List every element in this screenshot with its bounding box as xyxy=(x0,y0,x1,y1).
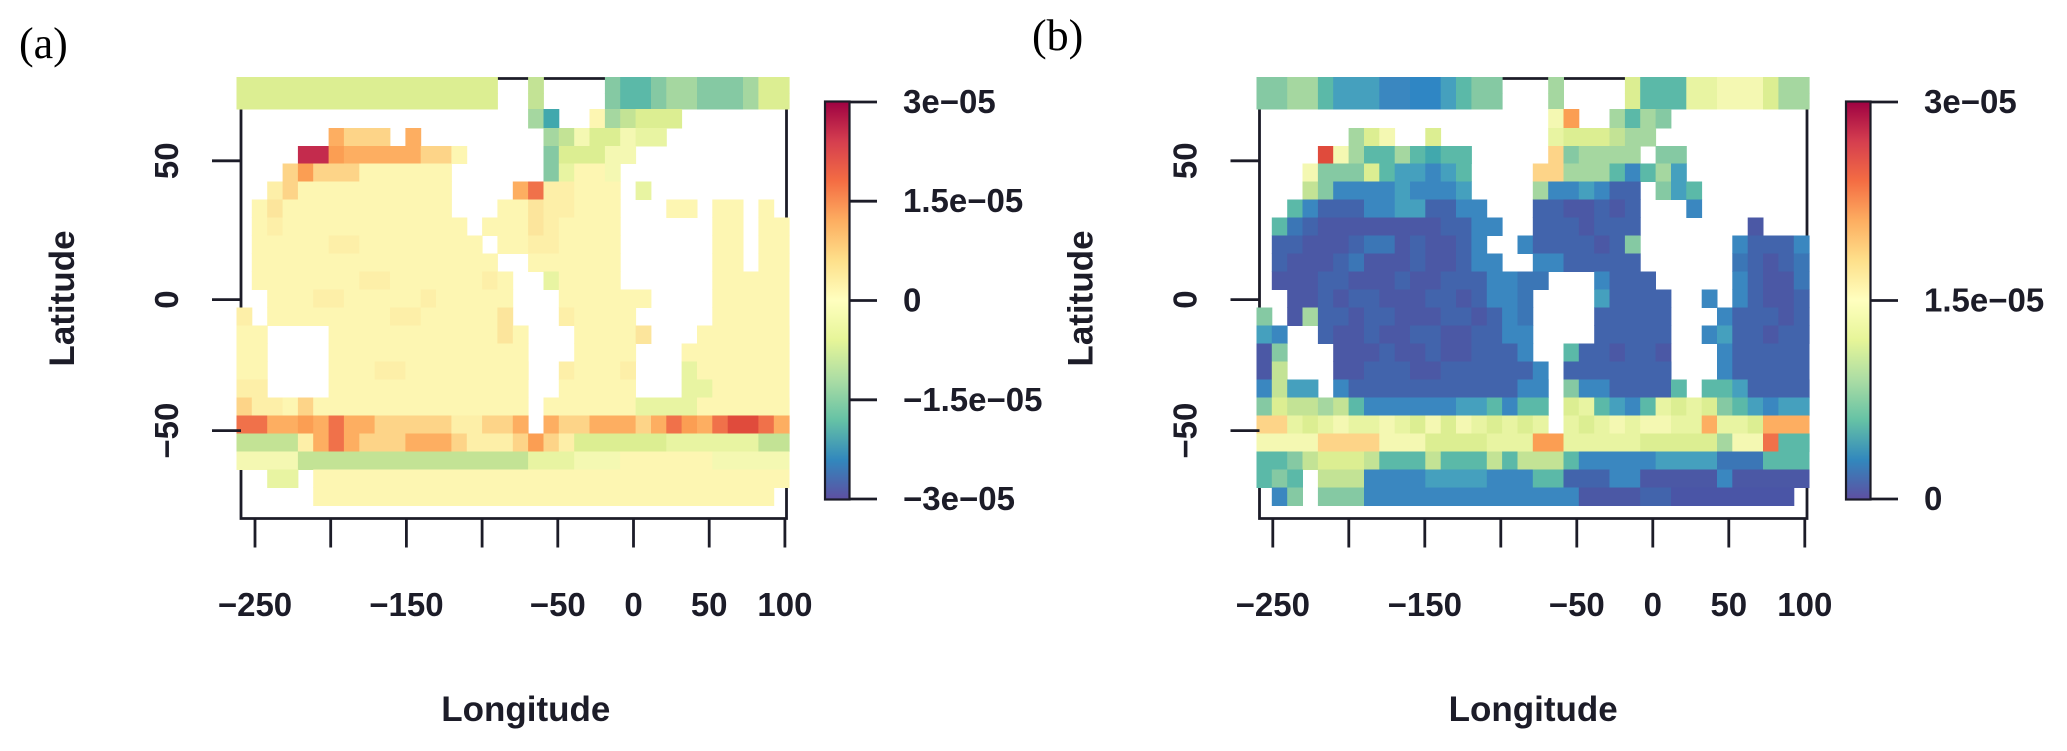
svg-text:−1.5e−05: −1.5e−05 xyxy=(903,381,1042,418)
svg-text:Longitude: Longitude xyxy=(441,690,610,729)
svg-text:−50: −50 xyxy=(1167,403,1204,459)
svg-text:50: 50 xyxy=(148,142,185,179)
svg-text:100: 100 xyxy=(757,586,812,623)
svg-text:0: 0 xyxy=(1167,290,1204,308)
svg-text:50: 50 xyxy=(691,586,728,623)
svg-text:−250: −250 xyxy=(1236,586,1310,623)
svg-text:−150: −150 xyxy=(1388,586,1462,623)
svg-text:−150: −150 xyxy=(369,586,443,623)
svg-text:1.5e−05: 1.5e−05 xyxy=(903,182,1023,219)
svg-text:50: 50 xyxy=(1167,142,1204,179)
svg-text:Latitude: Latitude xyxy=(1062,230,1101,366)
svg-text:Latitude: Latitude xyxy=(43,230,82,366)
svg-text:3e−05: 3e−05 xyxy=(1924,83,2017,120)
svg-text:0: 0 xyxy=(1644,586,1662,623)
svg-text:0: 0 xyxy=(624,586,642,623)
svg-text:3e−05: 3e−05 xyxy=(903,83,996,120)
svg-text:−250: −250 xyxy=(218,586,292,623)
svg-text:50: 50 xyxy=(1710,586,1747,623)
svg-text:−50: −50 xyxy=(530,586,586,623)
svg-text:−3e−05: −3e−05 xyxy=(903,480,1015,517)
svg-text:(b): (b) xyxy=(1032,11,1083,60)
svg-text:0: 0 xyxy=(1924,480,1942,517)
svg-text:100: 100 xyxy=(1777,586,1832,623)
svg-text:−50: −50 xyxy=(1549,586,1605,623)
svg-text:−50: −50 xyxy=(148,403,185,459)
svg-text:1.5e−05: 1.5e−05 xyxy=(1924,282,2044,319)
svg-text:0: 0 xyxy=(148,290,185,308)
svg-text:0: 0 xyxy=(903,282,921,319)
svg-text:(a): (a) xyxy=(19,19,68,68)
svg-text:Longitude: Longitude xyxy=(1449,690,1618,729)
